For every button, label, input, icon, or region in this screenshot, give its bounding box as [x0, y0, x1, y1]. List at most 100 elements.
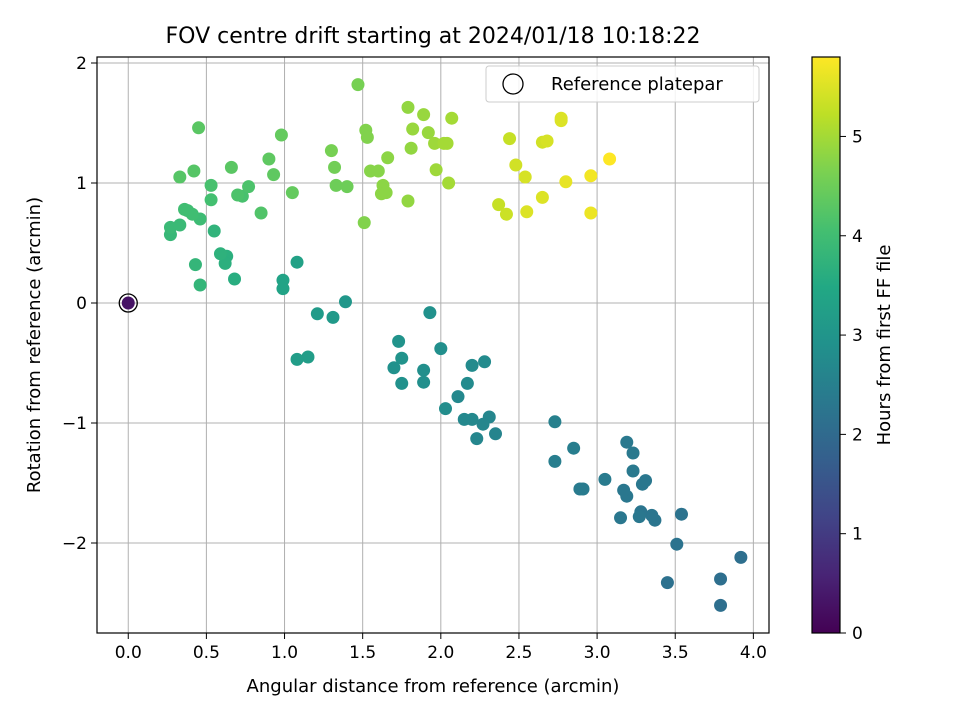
y-tick-label: 2: [76, 54, 87, 74]
scatter-point: [417, 108, 431, 122]
scatter-point: [457, 412, 471, 426]
scatter-point: [674, 507, 688, 521]
scatter-point: [423, 306, 437, 320]
scatter-point: [714, 572, 728, 586]
scatter-point: [584, 206, 598, 220]
scatter-point: [173, 170, 187, 184]
colorbar-tick-label: 5: [852, 127, 863, 147]
y-tick-label: 0: [76, 294, 87, 314]
chart-title: FOV centre drift starting at 2024/01/18 …: [166, 24, 701, 49]
scatter-point: [326, 310, 340, 324]
scatter-point: [224, 160, 238, 174]
scatter-point: [620, 435, 634, 449]
scatter-point: [188, 258, 202, 272]
scatter-point: [173, 218, 187, 232]
scatter-point: [262, 152, 276, 166]
grid: [97, 57, 769, 633]
scatter-point: [584, 169, 598, 183]
scatter-point: [645, 508, 659, 522]
x-tick-label: 3.5: [662, 643, 689, 663]
scatter-point: [406, 122, 420, 136]
scatter-point: [392, 334, 406, 348]
scatter-point: [254, 206, 268, 220]
scatter-point: [714, 598, 728, 612]
scatter-point: [598, 472, 612, 486]
scatter-point: [548, 415, 562, 429]
scatter-point: [290, 255, 304, 269]
y-axis-label: Rotation from reference (arcmin): [24, 197, 45, 493]
scatter-point: [440, 136, 454, 150]
scatter-point: [559, 175, 573, 189]
x-tick-label: 4.0: [740, 643, 767, 663]
scatter-point: [351, 78, 365, 92]
colorbar-tick-label: 2: [852, 425, 863, 445]
scatter-point: [121, 296, 135, 310]
scatter-point: [460, 376, 474, 390]
scatter-point: [442, 176, 456, 190]
x-tick-label: 3.0: [584, 643, 611, 663]
scatter-point: [231, 188, 245, 202]
scatter-point: [301, 350, 315, 364]
scatter-point: [417, 375, 431, 389]
scatter-point: [274, 128, 288, 142]
scatter-points: [121, 78, 748, 612]
scatter-point: [535, 190, 549, 204]
scatter-point: [573, 482, 587, 496]
scatter-point: [338, 295, 352, 309]
scatter-point: [328, 160, 342, 174]
scatter-point: [285, 186, 299, 200]
legend-reference-marker: [502, 73, 524, 95]
x-tick-label: 1.5: [349, 643, 376, 663]
scatter-point: [395, 351, 409, 365]
x-axis-label: Angular distance from reference (arcmin): [247, 676, 620, 697]
scatter-point: [417, 363, 431, 377]
scatter-point: [218, 256, 232, 270]
scatter-point: [360, 130, 374, 144]
scatter-point: [476, 417, 490, 431]
colorbar-ticks: 0 1 2 3 4 5: [840, 127, 863, 644]
scatter-point: [434, 342, 448, 356]
scatter-point: [204, 193, 218, 207]
scatter-point: [465, 358, 479, 372]
scatter-point: [632, 510, 646, 524]
scatter-point: [548, 454, 562, 468]
legend-entry-reference: Reference platepar: [551, 74, 723, 95]
scatter-point: [614, 511, 628, 525]
x-tick-label: 1.0: [271, 643, 298, 663]
scatter-point: [509, 158, 523, 172]
plot-area: 0.0 0.5 1.0 1.5 2.0 2.5 3.0 3.5 4.0 −2 −1 0 1 2: [62, 54, 770, 663]
scatter-point: [340, 180, 354, 194]
scatter-point: [540, 134, 554, 148]
scatter-point: [603, 152, 617, 166]
colorbar-tick-label: 3: [852, 326, 863, 346]
scatter-point: [290, 352, 304, 366]
legend-box: [485, 65, 760, 103]
scatter-point: [192, 121, 206, 135]
x-tick-label: 0.5: [193, 643, 220, 663]
scatter-point: [329, 178, 343, 192]
scatter-point: [554, 111, 568, 125]
scatter-point: [381, 151, 395, 165]
scatter-point: [489, 427, 503, 441]
scatter-point: [567, 441, 581, 455]
legend: Reference platepar: [485, 65, 760, 103]
scatter-point: [357, 216, 371, 230]
scatter-point: [404, 141, 418, 155]
scatter-point: [518, 170, 532, 184]
scatter-point: [421, 126, 435, 140]
scatter-point: [324, 144, 338, 158]
scatter-point: [204, 178, 218, 192]
scatter-point: [428, 136, 442, 150]
scatter-point: [181, 204, 195, 218]
y-tick-label: −1: [62, 414, 87, 434]
scatter-point: [276, 282, 290, 296]
scatter-point: [626, 446, 640, 460]
scatter-point: [451, 390, 465, 404]
scatter-point: [670, 537, 684, 551]
x-tick-label: 2.5: [505, 643, 532, 663]
scatter-point: [470, 432, 484, 446]
colorbar-gradient: [811, 56, 841, 634]
y-tick-label: −2: [62, 534, 87, 554]
scatter-point: [242, 180, 256, 194]
